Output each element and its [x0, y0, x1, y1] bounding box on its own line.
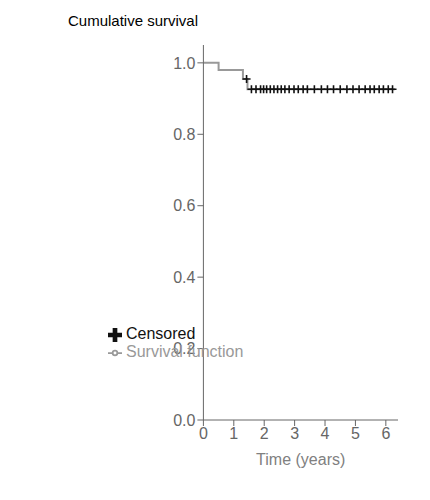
svg-text:0.2: 0.2 — [173, 340, 195, 357]
svg-text:1.0: 1.0 — [173, 55, 195, 72]
svg-text:3: 3 — [290, 425, 299, 442]
svg-text:0.8: 0.8 — [173, 126, 195, 143]
svg-text:2: 2 — [260, 425, 269, 442]
svg-text:0: 0 — [199, 425, 208, 442]
svg-text:4: 4 — [321, 425, 330, 442]
svg-text:1: 1 — [229, 425, 238, 442]
svg-text:5: 5 — [351, 425, 360, 442]
svg-text:Time (years): Time (years) — [256, 451, 345, 468]
svg-text:0.0: 0.0 — [173, 412, 195, 429]
svg-text:6: 6 — [381, 425, 390, 442]
svg-text:0.6: 0.6 — [173, 197, 195, 214]
svg-text:0.4: 0.4 — [173, 269, 195, 286]
